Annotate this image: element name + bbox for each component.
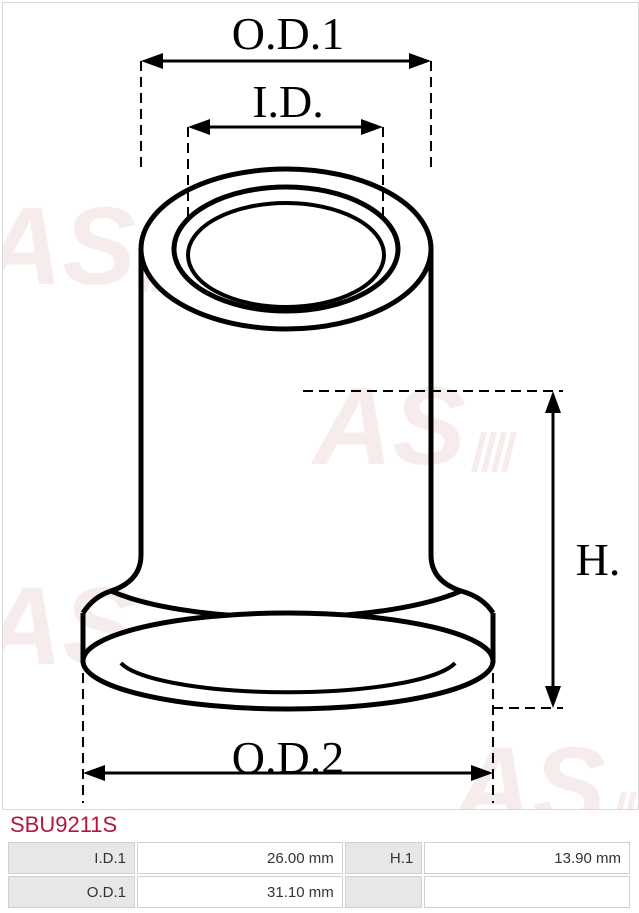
spec-label: H.1 [345,842,422,874]
table-row: I.D.1 26.00 mm H.1 13.90 mm [8,842,630,874]
spec-label [345,876,422,908]
spec-label: I.D.1 [8,842,135,874]
table-row: O.D.1 31.10 mm [8,876,630,908]
dimension-label-od2: O.D.2 [198,731,378,784]
technical-drawing: AS AS AS AS [2,2,639,810]
page-root: AS AS AS AS [0,0,639,913]
spec-value [424,876,630,908]
spec-table: I.D.1 26.00 mm H.1 13.90 mm O.D.1 31.10 … [6,840,632,910]
spec-label: O.D.1 [8,876,135,908]
part-code: SBU9211S [10,812,117,838]
spec-value: 26.00 mm [137,842,343,874]
dimension-label-id: I.D. [233,75,343,128]
dimension-label-h: H. [563,533,633,586]
dimension-label-od1: O.D.1 [198,7,378,60]
spec-value: 13.90 mm [424,842,630,874]
spec-value: 31.10 mm [137,876,343,908]
